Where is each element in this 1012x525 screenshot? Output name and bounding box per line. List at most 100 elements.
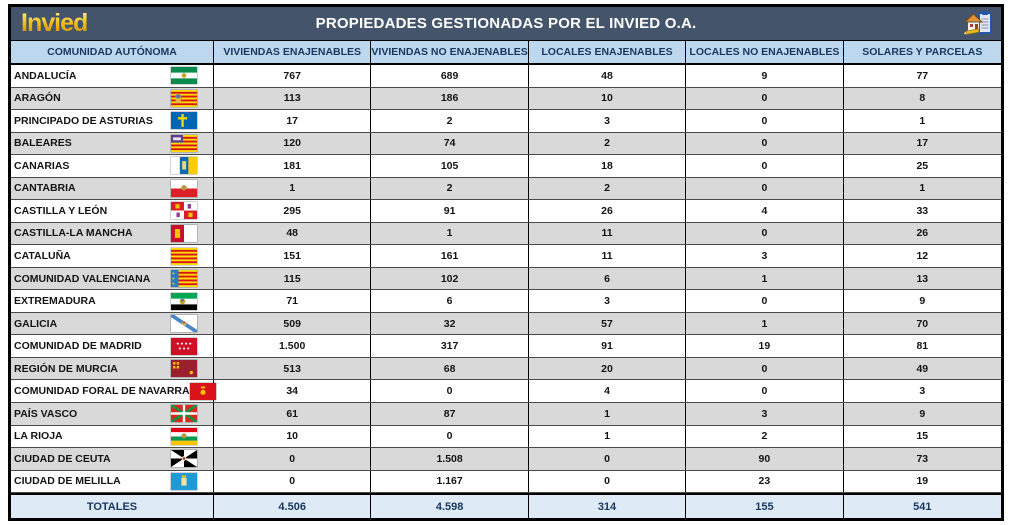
viviendas-enajenables-value: 34: [214, 380, 372, 402]
viviendas-enajenables-value: 115: [214, 267, 372, 290]
locales-enajenables-value: 4: [529, 380, 687, 402]
solares-parcelas-value: 15: [916, 430, 929, 443]
column-header-locales-enajenables: LOCALES ENAJENABLES: [529, 41, 687, 63]
locales-no-enajenables-value: 1: [686, 267, 844, 290]
community-cell: CIUDAD DE CEUTA: [11, 448, 214, 470]
table-row: LA RIOJA 10 0 1 2 15: [11, 425, 1001, 449]
locales-no-enajenables-value: 3: [686, 245, 844, 267]
locales-no-enajenables-value: 0: [686, 110, 844, 132]
viviendas-enajenables-value: 71: [214, 290, 372, 312]
viviendas-no-enajenables-value: 68: [371, 357, 529, 380]
locales-no-enajenables-value: 1: [686, 312, 844, 335]
table-row: PAÍS VASCO 61 87 1 3 9: [11, 402, 1001, 426]
solares-parcelas-value: 1: [919, 114, 926, 127]
locales-no-enajenables-value: 2: [686, 425, 844, 448]
table-row: REGIÓN DE MURCIA 513 68 20 0 49: [11, 357, 1001, 381]
locales-no-enajenables-value: 9: [686, 65, 844, 87]
community-cell: CANTABRIA: [11, 177, 214, 200]
table-row: GALICIA 509 32 57 1 70: [11, 312, 1001, 336]
viviendas-no-enajenables-value: 32: [371, 312, 529, 335]
viviendas-enajenables-value: 513: [214, 357, 372, 380]
community-name: PRINCIPADO DE ASTURIAS: [14, 114, 153, 127]
community-name: CANARIAS: [14, 159, 70, 172]
viviendas-no-enajenables-value: 1.508: [371, 448, 529, 470]
column-header-locales-no-enajenables: LOCALES NO ENAJENABLES: [686, 41, 844, 63]
solares-parcelas-value: 1: [919, 182, 926, 195]
canarias-flag-icon: [171, 157, 197, 175]
table-row: CATALUÑA 151 161 11 3 12: [11, 245, 1001, 268]
locales-no-enajenables-value: 3: [686, 402, 844, 425]
locales-no-enajenables-value: 90: [686, 448, 844, 470]
community-cell: CASTILLA-LA MANCHA: [11, 222, 214, 245]
community-name: REGIÓN DE MURCIA: [14, 362, 118, 375]
community-name: ARAGÓN: [14, 92, 61, 105]
viviendas-enajenables-value: 0: [214, 448, 372, 470]
castillayleon-flag-icon: [171, 202, 197, 220]
viviendas-no-enajenables-value: 1.167: [371, 470, 529, 493]
cantabria-flag-icon: [171, 179, 197, 197]
viviendas-enajenables-value: 181: [214, 155, 372, 177]
locales-no-enajenables-value: 0: [686, 177, 844, 200]
community-name: COMUNIDAD FORAL DE NAVARRA: [14, 385, 190, 398]
murcia-flag-icon: [171, 360, 197, 378]
community-cell: ANDALUCÍA: [11, 65, 214, 87]
viviendas-no-enajenables-value: 161: [371, 245, 529, 267]
community-cell: LA RIOJA: [11, 425, 214, 448]
viviendas-enajenables-value: 1.500: [214, 335, 372, 357]
viviendas-no-enajenables-value: 102: [371, 267, 529, 290]
community-cell: BALEARES: [11, 132, 214, 155]
community-name: CATALUÑA: [14, 250, 71, 263]
melilla-flag-icon: [171, 472, 197, 490]
viviendas-no-enajenables-value: 0: [371, 425, 529, 448]
locales-enajenables-value: 91: [529, 335, 687, 357]
viviendas-no-enajenables-value: 74: [371, 132, 529, 155]
locales-enajenables-value: 18: [529, 155, 687, 177]
locales-enajenables-value: 57: [529, 312, 687, 335]
community-cell: CANARIAS: [11, 155, 214, 177]
totals-viviendas-no-enajenables: 4.598: [371, 495, 529, 518]
solares-parcelas-value: 19: [916, 475, 929, 488]
community-name: CIUDAD DE CEUTA: [14, 452, 111, 465]
viviendas-no-enajenables-value: 6: [371, 290, 529, 312]
viviendas-enajenables-value: 0: [214, 470, 372, 493]
locales-enajenables-value: 6: [529, 267, 687, 290]
viviendas-enajenables-value: 48: [214, 222, 372, 245]
solares-parcelas-value: 3: [919, 385, 926, 398]
table-row: CANARIAS 181 105 18 0 25: [11, 155, 1001, 178]
locales-no-enajenables-value: 0: [686, 222, 844, 245]
solares-parcelas-value: 81: [916, 340, 929, 353]
table-row: COMUNIDAD FORAL DE NAVARRA 34 0 4 0 3: [11, 380, 1001, 403]
report-frame: Invied PROPIEDADES GESTIONADAS POR EL IN…: [8, 4, 1004, 521]
table-row: BALEARES 120 74 2 0 17: [11, 132, 1001, 156]
solares-parcelas-value: 26: [916, 227, 929, 240]
viviendas-enajenables-value: 61: [214, 402, 372, 425]
locales-no-enajenables-value: 0: [686, 132, 844, 155]
viviendas-no-enajenables-value: 1: [371, 222, 529, 245]
community-name: EXTREMADURA: [14, 295, 96, 308]
solares-parcelas-value: 49: [916, 362, 929, 375]
viviendas-enajenables-value: 295: [214, 200, 372, 222]
locales-enajenables-value: 11: [529, 222, 687, 245]
madrid-flag-icon: [171, 337, 197, 355]
table-row: EXTREMADURA 71 6 3 0 9: [11, 290, 1001, 313]
viviendas-enajenables-value: 10: [214, 425, 372, 448]
community-cell: PAÍS VASCO: [11, 402, 214, 425]
table-row: COMUNIDAD DE MADRID 1.500 317 91 19 81: [11, 335, 1001, 358]
table-row: ARAGÓN 113 186 10 0 8: [11, 87, 1001, 111]
table-row: CANTABRIA 1 2 2 0 1: [11, 177, 1001, 201]
community-name: ANDALUCÍA: [14, 69, 77, 82]
totals-viviendas-enajenables: 4.506: [214, 495, 372, 518]
community-cell: CATALUÑA: [11, 245, 214, 267]
viviendas-enajenables-value: 1: [214, 177, 372, 200]
column-header-solares-parcelas: SOLARES Y PARCELAS: [862, 46, 983, 58]
locales-enajenables-value: 20: [529, 357, 687, 380]
table-row: CASTILLA Y LEÓN 295 91 26 4 33: [11, 200, 1001, 223]
locales-enajenables-value: 2: [529, 132, 687, 155]
solares-parcelas-value: 8: [919, 92, 926, 105]
solares-parcelas-value: 9: [919, 407, 926, 420]
ceuta-flag-icon: [171, 450, 197, 468]
table-row: CIUDAD DE CEUTA 0 1.508 0 90 73: [11, 448, 1001, 471]
totals-locales-no-enajenables: 155: [686, 495, 844, 518]
community-cell: ARAGÓN: [11, 87, 214, 110]
solares-parcelas-value: 13: [916, 272, 929, 285]
